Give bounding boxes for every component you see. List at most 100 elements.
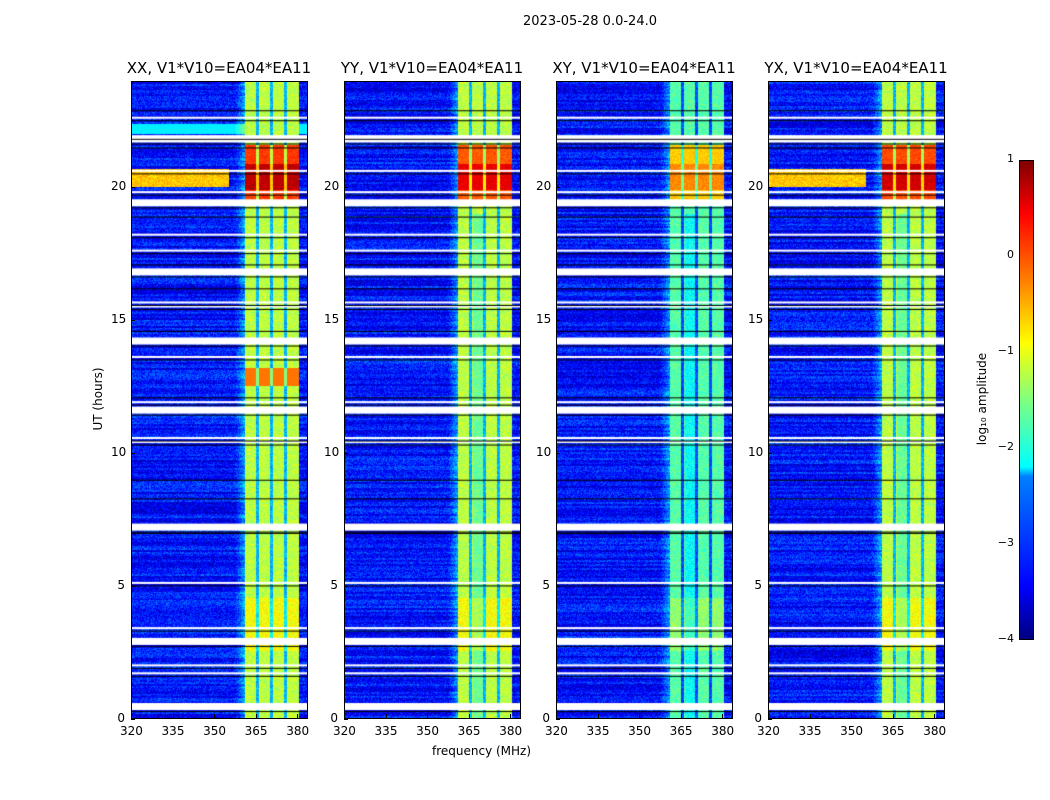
x-tick-mark	[131, 714, 132, 718]
y-tick-label: 15	[748, 312, 764, 327]
x-tick-label: 380	[499, 724, 523, 738]
panel-title: YY, V1*V10=EA04*EA11	[340, 59, 524, 77]
x-tick-mark	[214, 714, 216, 718]
heatmap-cells	[132, 82, 307, 718]
y-tick-mark	[344, 320, 348, 322]
y-tick-label: 10	[536, 445, 552, 460]
y-tick-mark	[556, 187, 560, 189]
colorbar-label: log₁₀ amplitude	[975, 352, 989, 446]
heatmap-cells	[769, 82, 944, 718]
x-tick-mark	[934, 714, 936, 718]
heatmap-panel	[556, 81, 733, 719]
x-tick-label: 365	[457, 724, 481, 738]
heatmap-panel	[344, 81, 521, 719]
x-tick-mark	[297, 714, 299, 718]
x-tick-mark	[510, 714, 512, 718]
y-tick-label: 20	[111, 179, 127, 194]
y-tick-label: 20	[536, 179, 552, 194]
colorbar-tick-label: 0	[1007, 248, 1014, 261]
x-tick-mark	[385, 714, 387, 718]
x-tick-label: 365	[244, 724, 268, 738]
x-tick-mark	[597, 714, 599, 718]
x-tick-label: 365	[881, 724, 905, 738]
heatmap-panel	[131, 81, 308, 719]
x-tick-mark	[172, 714, 174, 718]
heatmap-panel	[768, 81, 945, 719]
y-tick-mark	[556, 320, 560, 322]
x-tick-label: 380	[711, 724, 735, 738]
x-tick-label: 350	[840, 724, 863, 738]
y-tick-label: 5	[754, 578, 762, 593]
y-tick-label: 10	[748, 445, 764, 460]
y-tick-mark	[131, 586, 135, 588]
y-axis-label: UT (hours)	[91, 367, 105, 431]
y-tick-mark	[768, 320, 772, 322]
colorbar-tick-label: −1	[997, 344, 1014, 357]
x-tick-label: 335	[374, 724, 398, 738]
heatmap-cells	[557, 82, 732, 718]
y-tick-label: 15	[536, 312, 552, 327]
x-tick-label: 320	[757, 724, 780, 738]
x-tick-mark	[556, 714, 557, 718]
x-tick-mark	[680, 714, 682, 718]
x-tick-label: 380	[923, 724, 947, 738]
y-tick-label: 5	[542, 578, 550, 593]
colorbar-tick-label: −2	[997, 440, 1014, 453]
colorbar-tick-label: −4	[997, 632, 1014, 645]
x-tick-mark	[639, 714, 641, 718]
x-tick-mark	[344, 714, 345, 718]
x-tick-label: 320	[120, 724, 143, 738]
y-tick-label: 0	[117, 711, 125, 725]
y-tick-label: 20	[324, 179, 340, 194]
panel-title: YX, V1*V10=EA04*EA11	[764, 59, 948, 77]
panel-title: XX, V1*V10=EA04*EA11	[126, 59, 312, 77]
y-tick-mark	[344, 187, 348, 189]
colorbar-tick-label: 1	[1007, 152, 1014, 165]
y-tick-mark	[131, 719, 135, 720]
y-tick-label: 5	[330, 578, 338, 593]
x-tick-label: 335	[586, 724, 610, 738]
x-tick-label: 335	[798, 724, 822, 738]
y-tick-mark	[131, 453, 135, 455]
x-tick-label: 335	[161, 724, 185, 738]
x-tick-label: 320	[545, 724, 568, 738]
y-tick-mark	[344, 453, 348, 455]
y-tick-label: 0	[754, 711, 762, 725]
colorbar	[1019, 160, 1034, 640]
y-tick-mark	[556, 586, 560, 588]
y-tick-mark	[768, 453, 772, 455]
y-tick-label: 0	[330, 711, 338, 725]
y-tick-mark	[344, 719, 348, 720]
y-tick-mark	[556, 453, 560, 455]
x-tick-mark	[809, 714, 811, 718]
x-axis-label: frequency (MHz)	[432, 744, 532, 758]
y-tick-label: 5	[117, 578, 125, 593]
y-tick-mark	[768, 586, 772, 588]
y-tick-mark	[768, 719, 772, 720]
x-tick-mark	[255, 714, 257, 718]
y-tick-label: 0	[542, 711, 550, 725]
y-tick-label: 20	[748, 179, 764, 194]
y-tick-label: 10	[324, 445, 340, 460]
x-tick-label: 350	[203, 724, 226, 738]
x-tick-label: 380	[286, 724, 310, 738]
y-tick-label: 15	[111, 312, 127, 327]
y-tick-mark	[556, 719, 560, 720]
y-tick-label: 15	[324, 312, 340, 327]
x-tick-mark	[722, 714, 724, 718]
x-tick-mark	[851, 714, 853, 718]
x-tick-mark	[427, 714, 429, 718]
y-tick-mark	[344, 586, 348, 588]
y-tick-mark	[131, 320, 135, 322]
x-tick-label: 350	[416, 724, 439, 738]
x-tick-label: 320	[333, 724, 356, 738]
heatmap-cells	[345, 82, 520, 718]
x-tick-mark	[768, 714, 769, 718]
y-tick-mark	[768, 187, 772, 189]
y-tick-mark	[131, 187, 135, 189]
figure-title: 2023-05-28 0.0-24.0	[523, 14, 657, 29]
y-tick-label: 10	[111, 445, 127, 460]
x-tick-label: 365	[669, 724, 693, 738]
colorbar-tick-label: −3	[997, 536, 1014, 549]
